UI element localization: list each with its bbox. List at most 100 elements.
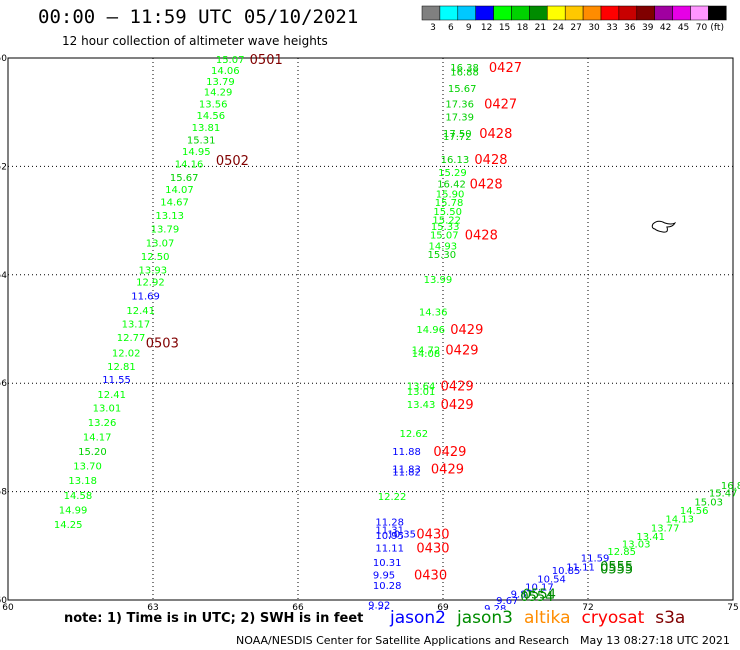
- pass-time-label: 0429: [450, 323, 483, 338]
- longitude-label: 72: [582, 603, 593, 610]
- wave-height-value: 10.28: [373, 581, 402, 592]
- wave-height-value: 13.01: [407, 387, 436, 398]
- wave-height-value: 13.43: [407, 400, 436, 411]
- wave-height-value: 13.77: [651, 523, 680, 534]
- wave-height-value: 12.81: [107, 362, 136, 373]
- wave-height-value: 14.06: [211, 66, 240, 77]
- satellite-jason3: jason3: [457, 608, 513, 628]
- pass-time-label: 0554: [523, 587, 556, 602]
- legend-label: 18: [517, 23, 529, 33]
- footer-timestamp: May 13 08:27:18 UTC 2021: [580, 634, 730, 647]
- wave-height-value: 14.95: [182, 147, 211, 158]
- pass-time-label: 0428: [479, 127, 512, 142]
- wave-height-value: 11.88: [392, 447, 421, 458]
- wave-height-value: 10.54: [537, 574, 566, 585]
- wave-height-value: 12.85: [607, 547, 636, 558]
- color-legend: 3 6 9 12 15 18 21 24 27 30 33 36 39 42 45 70 (ft): [421, 5, 727, 33]
- pass-time-label: 0428: [474, 153, 507, 168]
- pass-time-label: 0503: [146, 337, 179, 352]
- latitude-label: -60: [0, 596, 7, 606]
- wave-height-value: 11.55: [102, 375, 131, 386]
- wave-height-value: 16.13: [441, 155, 470, 166]
- wave-height-value: 14.56: [680, 506, 709, 517]
- longitude-label: 63: [147, 603, 158, 610]
- wave-height-value: 12.92: [136, 277, 165, 288]
- wave-height-value: 14.72: [412, 346, 441, 357]
- wave-height-value: 15.33: [431, 222, 460, 233]
- wave-height-value: 11.69: [131, 291, 160, 302]
- wave-height-value: 15.50: [433, 207, 462, 218]
- wave-height-value: 16.88: [450, 68, 479, 79]
- wave-height-value: 14.29: [204, 88, 233, 99]
- wave-height-value: 11.11: [375, 543, 404, 554]
- wave-height-value: 11.28: [375, 517, 404, 528]
- wave-height-value: 15.22: [432, 216, 461, 227]
- wave-height-map: -50-52-54-56-58-6060636669727515.0714.06…: [0, 53, 740, 610]
- legend-label: 70: [696, 23, 708, 33]
- wave-height-value: 15.20: [78, 447, 107, 458]
- wave-height-value: 12.62: [400, 429, 429, 440]
- longitude-label: 69: [437, 603, 449, 610]
- wave-height-value: 11.31: [375, 526, 404, 537]
- legend-label: 30: [588, 23, 600, 33]
- wave-height-value: 13.01: [93, 404, 122, 415]
- wave-height-value: 9.92: [368, 600, 390, 610]
- pass-time-label: 0502: [216, 154, 249, 169]
- wave-height-value: 13.81: [192, 123, 221, 134]
- longitude-label: 60: [2, 603, 14, 610]
- wave-height-value: 12.50: [141, 252, 170, 263]
- wave-height-value: 14.07: [165, 185, 194, 196]
- wave-height-value: 10.17: [525, 582, 554, 593]
- map-frame: [7, 57, 734, 601]
- wave-height-value: 14.58: [64, 491, 93, 502]
- wave-height-value: 11.59: [581, 554, 610, 565]
- island-outline: [651, 220, 677, 233]
- pass-time-label: 0429: [433, 445, 466, 460]
- satellite-s3a: s3a: [655, 608, 686, 628]
- pass-time-label: 0430: [416, 541, 449, 556]
- wave-height-value: 10.85: [552, 566, 581, 577]
- wave-height-value: 13.56: [199, 100, 228, 111]
- wave-height-value: 14.93: [429, 242, 458, 253]
- wave-height-value: 13.41: [636, 532, 665, 543]
- wave-height-value: 11.82: [392, 468, 421, 479]
- wave-height-value: 14.13: [665, 515, 694, 526]
- pass-time-label: 0429: [441, 398, 474, 413]
- wave-height-value: 12.41: [97, 390, 126, 401]
- pass-time-label: 0430: [416, 527, 449, 542]
- wave-height-value: 16.88: [721, 481, 740, 492]
- wave-height-value: 12.41: [126, 306, 155, 317]
- legend-label: 42: [660, 23, 671, 33]
- wave-height-value: 12.77: [117, 333, 146, 344]
- pass-time-label: 0501: [250, 53, 283, 68]
- wave-height-value: 13.07: [146, 238, 175, 249]
- pass-time-label: 0427: [484, 98, 517, 113]
- legend-label: 15: [499, 23, 510, 33]
- wave-height-value: 17.50: [443, 129, 472, 140]
- legend-label: 6: [448, 23, 454, 33]
- legend-label: 39: [642, 23, 654, 33]
- wave-height-value: 14.08: [412, 349, 441, 360]
- wave-height-value: 13.93: [139, 265, 168, 276]
- wave-height-value: 15.29: [438, 168, 467, 179]
- wave-height-value: 13.26: [88, 418, 117, 429]
- legend-label: 24: [553, 23, 565, 33]
- wave-height-value: 16.42: [437, 180, 466, 191]
- wave-height-value: 12.22: [378, 492, 407, 503]
- wave-height-value: 14.16: [175, 160, 204, 171]
- pass-time-label: 0429: [431, 462, 464, 477]
- wave-height-value: 10.35: [387, 529, 416, 540]
- wave-height-value: 9.67: [496, 596, 518, 607]
- wave-height-value: 13.03: [622, 540, 651, 551]
- wave-height-value: 14.17: [83, 432, 112, 443]
- wave-height-value: 9.28: [484, 604, 506, 610]
- longitude-label: 75: [727, 603, 738, 610]
- wave-height-value: 15.07: [430, 231, 459, 242]
- pass-time-label: 0428: [470, 178, 503, 193]
- wave-height-value: 13.99: [424, 275, 453, 286]
- wave-height-value: 15.07: [216, 55, 245, 66]
- wave-height-value: 13.79: [206, 77, 235, 88]
- pass-time-label: 0555: [600, 560, 633, 575]
- wave-height-value: 10.31: [373, 558, 402, 569]
- legend-swatch: [708, 5, 727, 21]
